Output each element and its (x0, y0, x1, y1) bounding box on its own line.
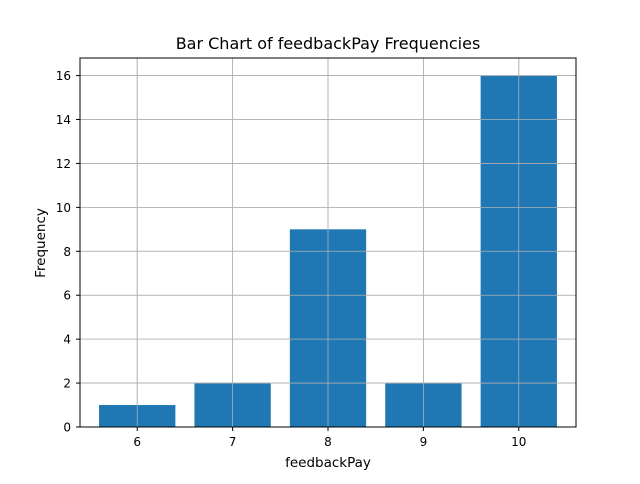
x-tick-label-4: 10 (511, 435, 526, 449)
x-tick-label-1: 7 (229, 435, 237, 449)
x-axis-label: feedbackPay (285, 455, 371, 471)
y-axis-label: Frequency (33, 208, 49, 278)
bars (80, 58, 576, 428)
y-tick-label-7: 14 (56, 113, 71, 127)
x-axis-ticks: 6 7 8 9 10 (133, 427, 526, 449)
y-tick-label-0: 0 (63, 421, 71, 435)
y-tick-label-2: 4 (63, 333, 71, 347)
y-tick-label-3: 6 (63, 289, 71, 303)
x-tick-label-3: 9 (420, 435, 428, 449)
y-tick-label-8: 16 (56, 69, 71, 83)
chart-title: Bar Chart of feedbackPay Frequencies (176, 34, 481, 53)
y-tick-label-1: 2 (63, 377, 71, 391)
x-tick-label-2: 8 (324, 435, 332, 449)
y-axis-ticks: 0 2 4 6 8 10 12 14 16 (56, 69, 80, 435)
y-tick-label-4: 8 (63, 245, 71, 259)
y-tick-label-6: 12 (56, 157, 71, 171)
y-tick-label-5: 10 (56, 201, 71, 215)
x-tick-label-0: 6 (133, 435, 141, 449)
